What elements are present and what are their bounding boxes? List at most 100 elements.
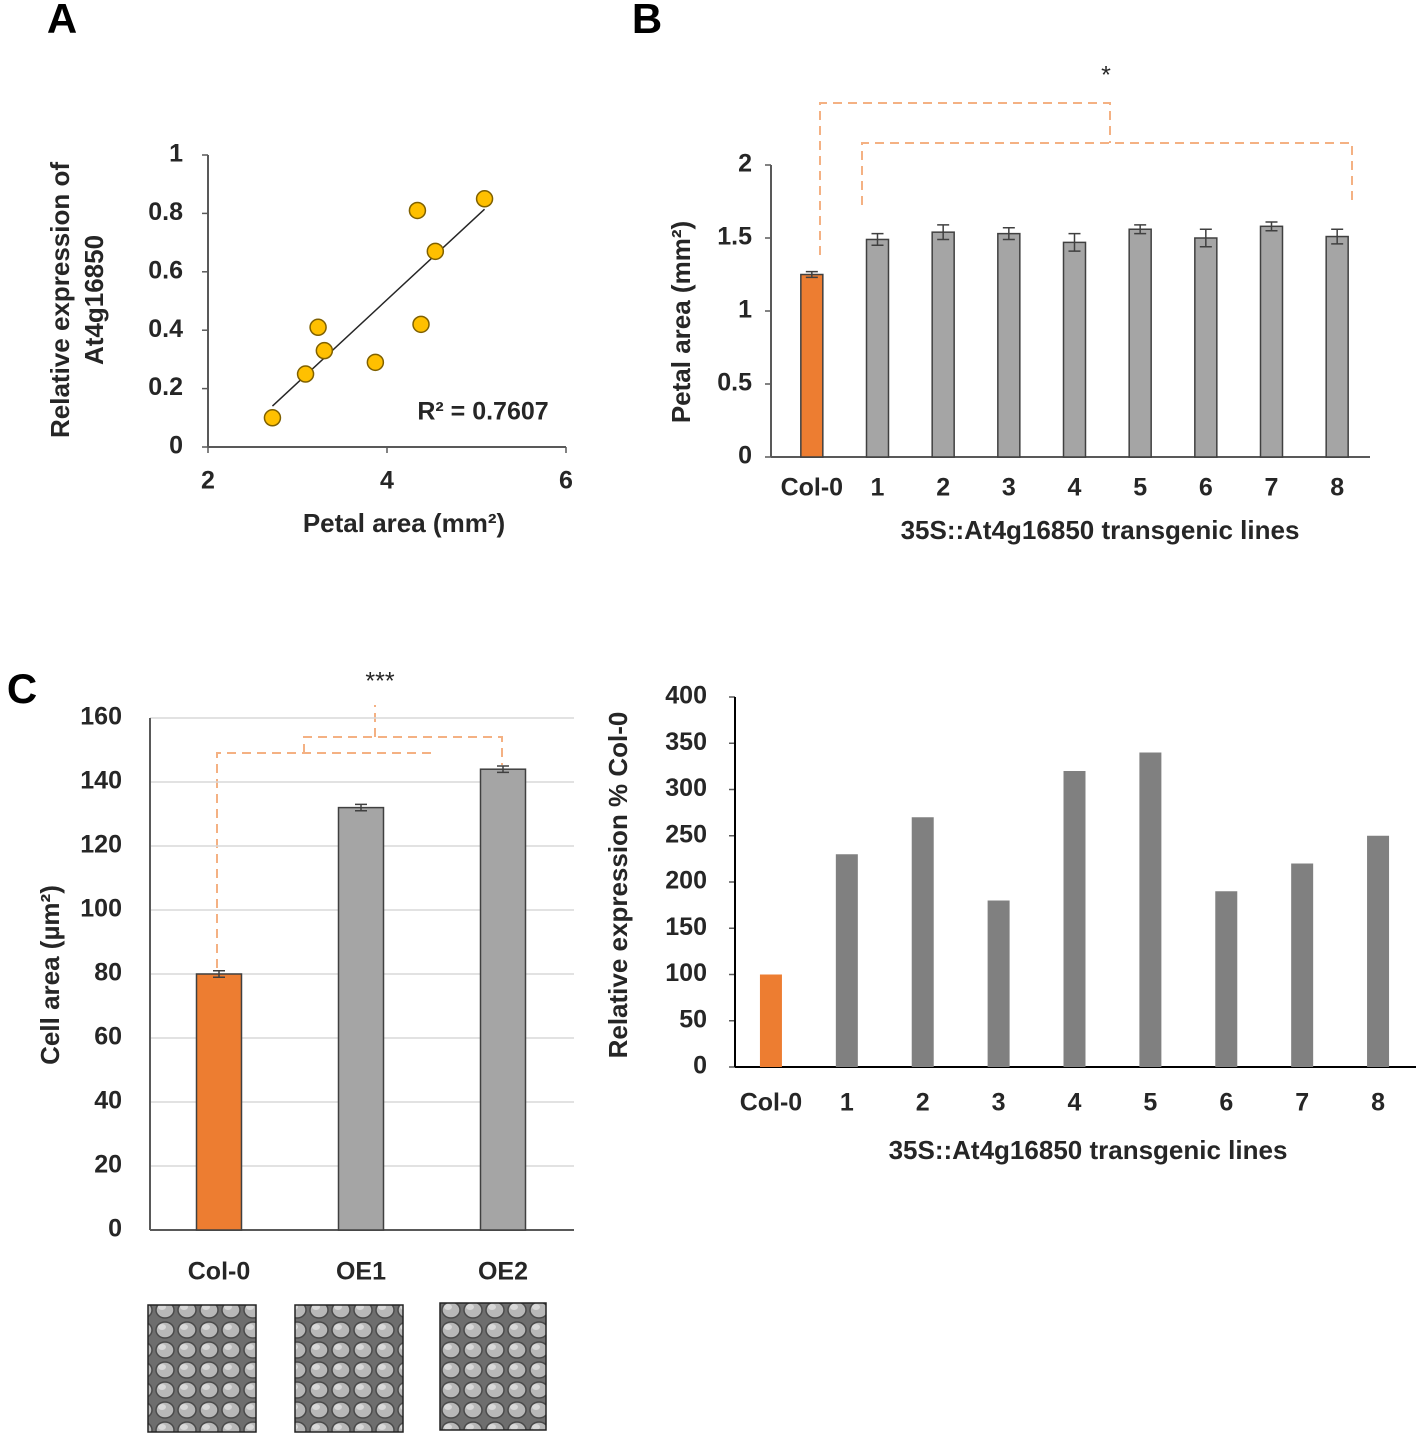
y-tick-label: 1	[738, 296, 752, 324]
y-tick-label: 50	[679, 1005, 707, 1033]
error-bar	[1002, 227, 1015, 241]
x-tick-label: 6	[1199, 474, 1213, 502]
bar	[800, 273, 824, 458]
y-tick-label: 0.2	[148, 373, 183, 401]
y-tick-label: 120	[80, 831, 122, 859]
y-tick-label: 0.6	[148, 256, 183, 284]
y-tick-label: 0.8	[148, 198, 183, 226]
x-tick-label: 7	[1265, 474, 1279, 502]
point	[309, 318, 327, 337]
y-tick-label: 0.4	[148, 315, 183, 343]
point	[263, 409, 282, 427]
error-bar	[1134, 224, 1147, 235]
y-axis-title: Relative expression of	[45, 162, 75, 438]
y-tick-label: 20	[94, 1151, 122, 1179]
bar	[997, 232, 1021, 458]
x-tick-label: 3	[1002, 474, 1016, 502]
y-axis-title: Petal area (mm²)	[666, 221, 696, 423]
bar	[1063, 771, 1086, 1067]
bar	[1194, 237, 1218, 458]
sem-image	[439, 1302, 547, 1431]
x-tick-label: 6	[1219, 1089, 1233, 1117]
y-tick-label: 0	[108, 1215, 122, 1243]
x-tick-label: 8	[1371, 1089, 1385, 1117]
x-tick-label: 8	[1330, 474, 1344, 502]
error-bar	[497, 765, 509, 774]
error-bar	[1068, 232, 1081, 252]
annotation: *	[1101, 62, 1111, 90]
bar	[1215, 891, 1238, 1067]
error-bar	[355, 803, 367, 812]
error-bar	[213, 970, 225, 978]
bar	[911, 817, 934, 1067]
y-tick-label: 2	[738, 150, 752, 178]
x-axis-title: 35S::At4g16850 transgenic lines	[901, 515, 1300, 545]
y-tick-label: 0	[693, 1052, 707, 1080]
point	[315, 341, 334, 360]
bar	[987, 900, 1010, 1067]
bar	[1367, 835, 1390, 1067]
panel-letter: C	[7, 665, 37, 712]
bar	[1128, 228, 1152, 458]
point	[475, 190, 494, 208]
y-tick-label: 200	[665, 867, 707, 895]
x-tick-label: Col-0	[781, 474, 844, 502]
x-tick-label: OE2	[478, 1258, 528, 1286]
x-tick-label: OE1	[336, 1258, 386, 1286]
x-tick-label: 4	[1068, 1089, 1082, 1117]
point	[426, 242, 445, 261]
significance-bracket	[819, 102, 1353, 255]
error-bar	[1199, 228, 1212, 248]
x-axis-title: 35S::At4g16850 transgenic lines	[889, 1135, 1288, 1165]
bar	[1291, 863, 1314, 1067]
y-tick-label: 100	[665, 959, 707, 987]
bar	[479, 768, 527, 1231]
x-tick-label: 2	[936, 474, 950, 502]
x-tick-label: 2	[201, 467, 215, 495]
point	[296, 365, 315, 383]
y-tick-label: 80	[94, 959, 122, 987]
x-tick-label: 1	[840, 1089, 854, 1117]
y-tick-label: 60	[94, 1023, 122, 1051]
x-tick-label: 6	[559, 467, 573, 495]
y-tick-label: 100	[80, 895, 122, 923]
y-tick-label: 300	[665, 774, 707, 802]
x-tick-label: 2	[916, 1089, 930, 1117]
bar	[1259, 225, 1284, 458]
point	[412, 315, 430, 334]
x-tick-label: Col-0	[188, 1258, 251, 1286]
y-tick-label: 350	[665, 728, 707, 756]
y-axis-title: Cell area (µm²)	[35, 885, 65, 1065]
bar	[195, 973, 243, 1231]
y-tick-label: 1	[169, 140, 183, 168]
x-tick-label: Col-0	[740, 1089, 803, 1117]
bar	[865, 238, 890, 458]
y-tick-label: 250	[665, 820, 707, 848]
error-bar	[1331, 228, 1344, 245]
error-bar	[871, 232, 884, 247]
x-tick-label: 4	[380, 467, 394, 495]
bar	[1062, 241, 1087, 458]
error-bar	[1265, 221, 1278, 232]
y-tick-label: 140	[80, 767, 122, 795]
bar	[931, 231, 955, 458]
point	[408, 201, 427, 220]
y-tick-label: 150	[665, 913, 707, 941]
point	[366, 353, 385, 372]
y-axis-title: At4g16850	[79, 235, 109, 365]
bar	[759, 974, 782, 1067]
significance-bracket	[216, 705, 503, 968]
panel-letter: A	[47, 0, 77, 42]
annotation: R² = 0.7607	[417, 398, 548, 426]
error-bar	[805, 270, 818, 279]
error-bar	[937, 224, 950, 241]
bar	[337, 806, 385, 1231]
y-axis-title: Relative expression % Col-0	[603, 712, 633, 1059]
annotation: ***	[365, 668, 394, 696]
x-tick-label: 3	[992, 1089, 1006, 1117]
y-tick-label: 40	[94, 1087, 122, 1115]
sem-image	[147, 1304, 257, 1433]
x-tick-label: 5	[1143, 1089, 1157, 1117]
x-tick-label: 4	[1068, 474, 1082, 502]
